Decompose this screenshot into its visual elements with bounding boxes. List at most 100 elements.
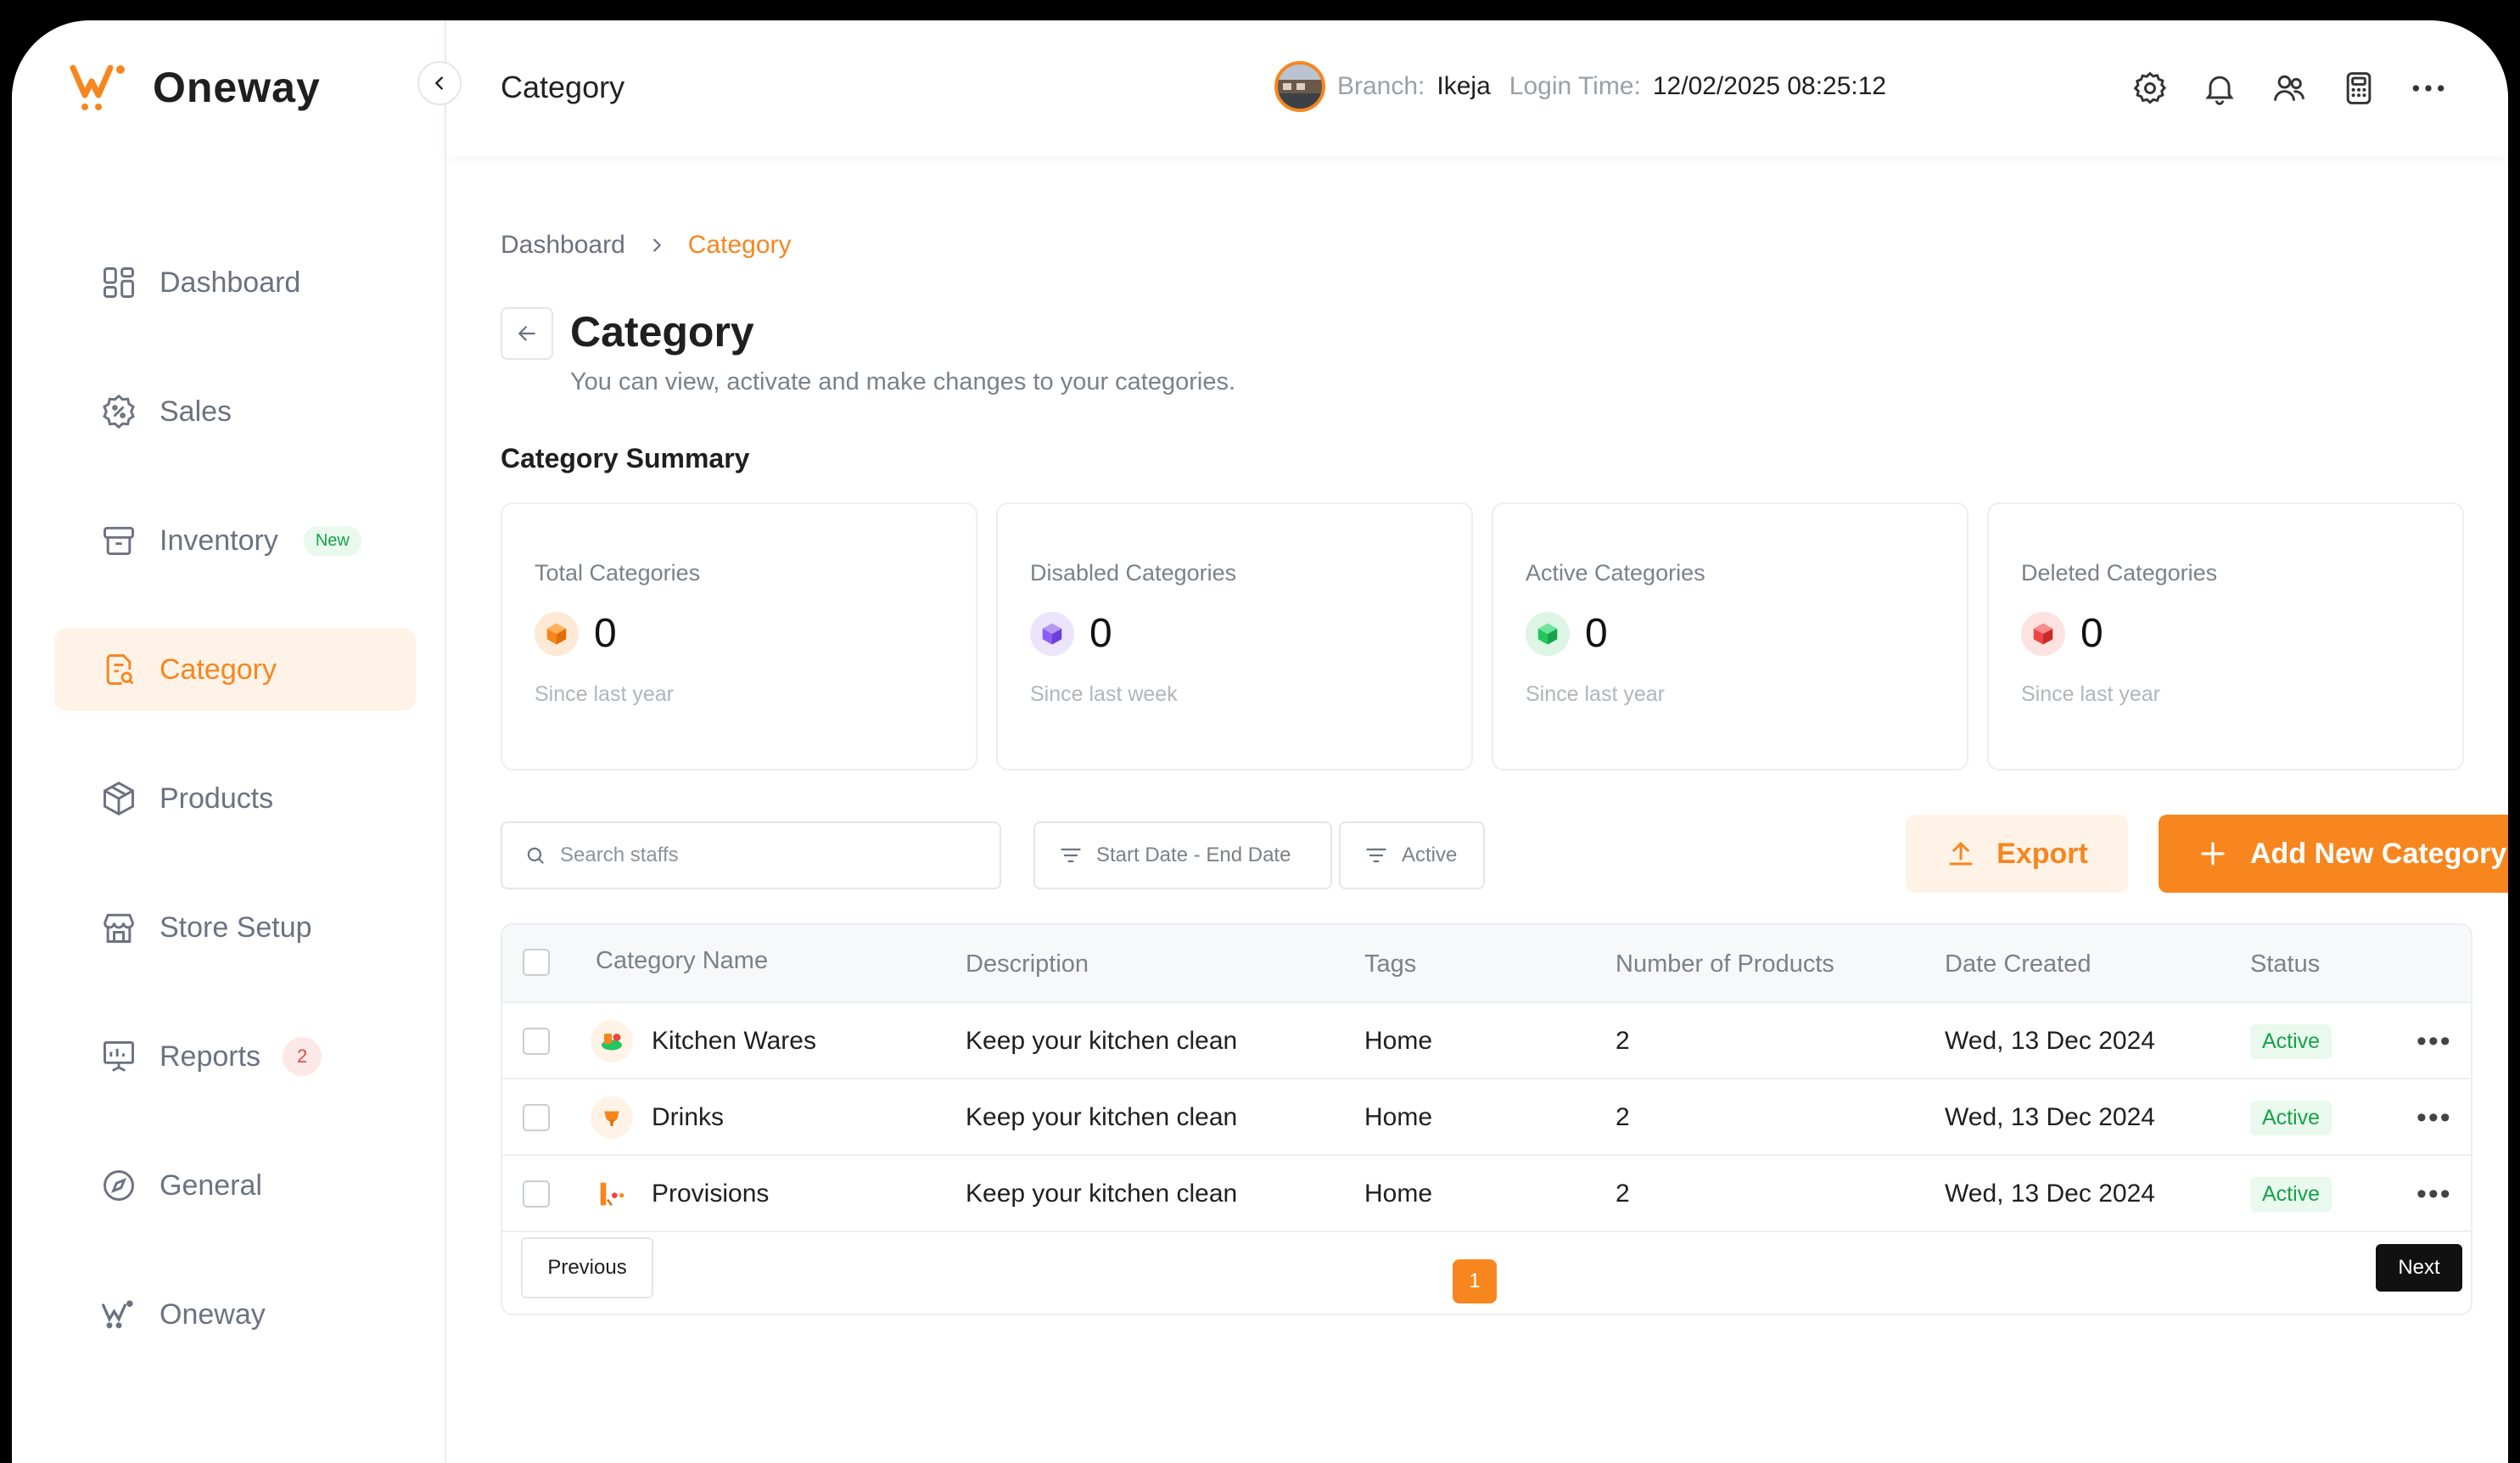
category-name: Provisions xyxy=(652,1180,770,1208)
next-page-button[interactable]: Next xyxy=(2376,1244,2462,1292)
table-row[interactable]: Kitchen Wares Keep your kitchen clean Ho… xyxy=(502,1003,2471,1079)
login-time-label: Login Time: xyxy=(1509,72,1641,100)
summary-card-active: Active Categories 0 Since last year xyxy=(1492,502,1968,771)
users-icon[interactable] xyxy=(2271,70,2308,107)
breadcrumb-dashboard-link[interactable]: Dashboard xyxy=(501,231,625,259)
export-label: Export xyxy=(1996,837,2088,870)
filter-icon xyxy=(1061,848,1081,863)
search-icon xyxy=(527,847,544,864)
product-count: 2 xyxy=(1616,1180,1630,1208)
table-header: Category Name Description Tags Number of… xyxy=(502,925,2471,1003)
card-value: 0 xyxy=(1585,611,1608,656)
column-header[interactable]: Tags xyxy=(1364,950,1417,978)
sidebar-item-products[interactable]: Products xyxy=(54,757,416,840)
table-row[interactable]: Provisions Keep your kitchen clean Home … xyxy=(502,1156,2471,1232)
back-button[interactable] xyxy=(501,307,553,360)
category-description: Keep your kitchen clean xyxy=(966,1027,1238,1055)
row-actions-button[interactable]: ••• xyxy=(2416,1101,2452,1134)
main-content: Dashboard Category Category You can view… xyxy=(446,156,2508,1463)
summary-card-total: Total Categories 0 Since last year xyxy=(501,502,977,771)
report-board-icon xyxy=(104,1041,134,1072)
cube-icon xyxy=(104,781,134,816)
sidebar-item-category[interactable]: Category xyxy=(54,628,416,711)
cube-icon xyxy=(1030,611,1074,656)
sidebar-item-dashboard[interactable]: Dashboard xyxy=(54,241,416,324)
summary-card-disabled: Disabled Categories 0 Since last week xyxy=(996,502,1473,771)
sidebar-item-label: Dashboard xyxy=(160,266,301,299)
column-header[interactable]: Status xyxy=(2250,950,2321,978)
breadcrumb: Dashboard Category xyxy=(501,231,792,260)
oneway-logo-icon xyxy=(102,1300,133,1329)
card-footnote: Since last year xyxy=(1526,682,1665,706)
new-badge: New xyxy=(303,525,361,556)
row-actions-button[interactable]: ••• xyxy=(2416,1177,2452,1210)
brand-logo[interactable]: Oneway xyxy=(70,61,321,114)
cube-icon xyxy=(535,611,579,656)
sidebar-item-label: Oneway xyxy=(160,1298,266,1331)
summary-cards: Total Categories 0 Since last year Disab… xyxy=(501,502,2464,771)
drinks-icon xyxy=(591,1096,633,1139)
card-label: Total Categories xyxy=(535,560,701,586)
sidebar-item-store-setup[interactable]: Store Setup xyxy=(54,886,416,969)
card-label: Disabled Categories xyxy=(1030,560,1237,586)
column-header[interactable]: Number of Products xyxy=(1616,950,1834,978)
provisions-icon xyxy=(591,1173,633,1215)
settings-icon[interactable] xyxy=(2131,70,2169,107)
box-icon xyxy=(104,526,134,556)
select-all-checkbox[interactable] xyxy=(523,949,550,976)
column-header[interactable]: Category Name xyxy=(596,947,769,974)
column-header[interactable]: Description xyxy=(966,950,1089,978)
add-category-label: Add New Category xyxy=(2250,837,2507,870)
sidebar-item-inventory[interactable]: Inventory New xyxy=(54,499,416,582)
more-icon[interactable] xyxy=(2410,70,2447,107)
card-value: 0 xyxy=(2080,611,2103,656)
row-checkbox[interactable] xyxy=(523,1180,550,1208)
status-badge: Active xyxy=(2250,1176,2332,1212)
status-badge: Active xyxy=(2250,1100,2332,1135)
category-tags: Home xyxy=(1364,1103,1433,1131)
chevron-right-icon xyxy=(652,238,661,252)
export-button[interactable]: Export xyxy=(1906,815,2128,893)
compass-icon xyxy=(104,1170,134,1201)
collapse-sidebar-button[interactable] xyxy=(417,61,462,105)
status-badge: Active xyxy=(2250,1023,2332,1059)
previous-page-button[interactable]: Previous xyxy=(521,1237,653,1298)
status-filter[interactable]: Active xyxy=(1339,821,1485,889)
add-category-button[interactable]: Add New Category xyxy=(2159,815,2508,893)
bell-icon[interactable] xyxy=(2201,70,2238,107)
date-created: Wed, 13 Dec 2024 xyxy=(1945,1027,2155,1055)
plus-icon xyxy=(2201,842,2225,866)
sidebar-item-sales[interactable]: Sales xyxy=(54,370,416,453)
upload-icon xyxy=(1949,842,1973,866)
sidebar-item-oneway[interactable]: Oneway xyxy=(54,1273,416,1356)
search-input[interactable] xyxy=(560,844,967,867)
percent-badge-icon xyxy=(103,394,135,429)
oneway-logo-icon xyxy=(70,64,125,110)
date-range-filter[interactable]: Start Date - End Date xyxy=(1033,821,1332,889)
page-subtitle: You can view, activate and make changes … xyxy=(570,368,1236,395)
arrow-left-icon xyxy=(518,326,535,341)
sidebar-item-general[interactable]: General xyxy=(54,1144,416,1227)
reports-count-badge: 2 xyxy=(283,1037,322,1076)
store-photo-icon xyxy=(1278,64,1322,109)
login-time-value: 12/02/2025 08:25:12 xyxy=(1652,72,1887,100)
card-label: Deleted Categories xyxy=(2021,560,2218,586)
row-actions-button[interactable]: ••• xyxy=(2416,1024,2452,1057)
sidebar-item-reports[interactable]: Reports 2 xyxy=(54,1015,416,1098)
store-icon xyxy=(104,913,134,943)
sidebar-item-label: Inventory xyxy=(160,524,278,557)
page-title: Category xyxy=(570,308,754,356)
product-count: 2 xyxy=(1616,1103,1630,1131)
calculator-icon[interactable] xyxy=(2340,70,2377,107)
sidebar-item-label: Store Setup xyxy=(160,911,312,944)
sidebar-item-label: Reports xyxy=(160,1040,261,1073)
category-name: Drinks xyxy=(652,1103,725,1131)
row-checkbox[interactable] xyxy=(523,1104,550,1131)
category-name: Kitchen Wares xyxy=(652,1027,816,1055)
column-header[interactable]: Date Created xyxy=(1945,950,2092,978)
row-checkbox[interactable] xyxy=(523,1028,550,1055)
card-footnote: Since last year xyxy=(535,682,674,706)
branch-avatar[interactable] xyxy=(1274,61,1325,112)
page-number-button[interactable]: 1 xyxy=(1453,1259,1497,1303)
table-row[interactable]: Drinks Keep your kitchen clean Home 2 We… xyxy=(502,1079,2471,1156)
